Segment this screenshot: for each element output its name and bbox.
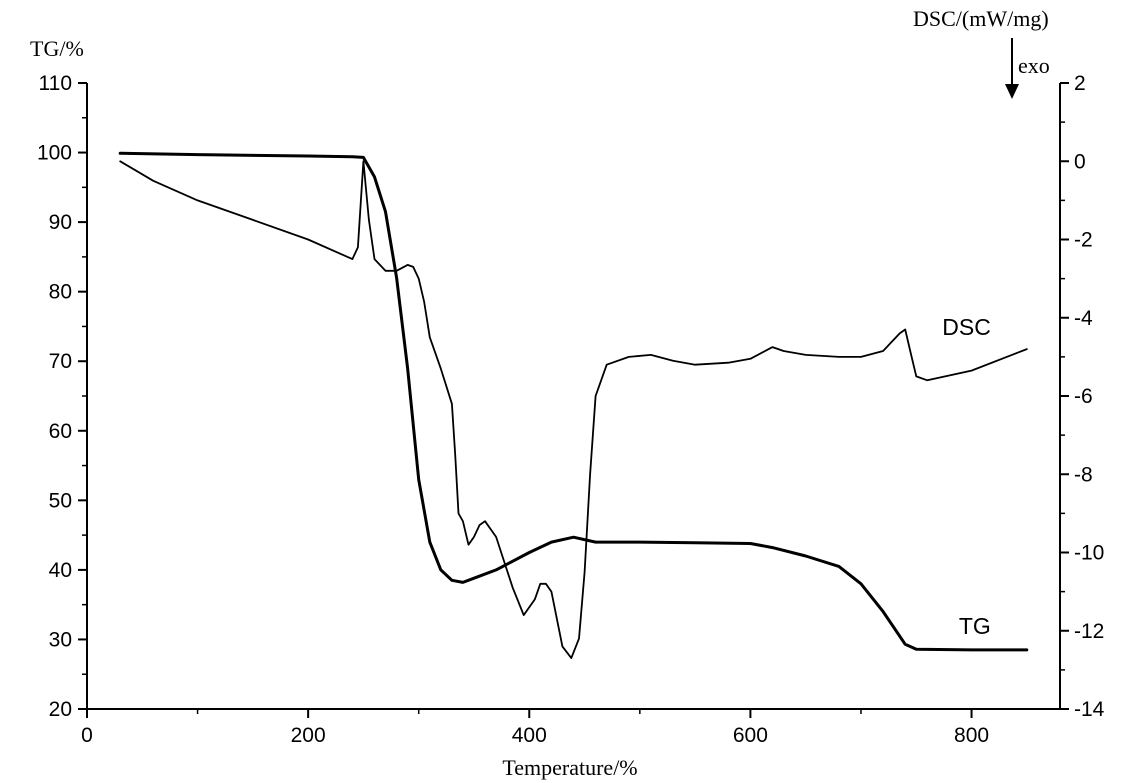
y-left-tick-label: 80 <box>49 281 72 304</box>
y-left-tick-label: 100 <box>37 142 72 165</box>
axes <box>86 83 1061 710</box>
tg-series-label: TG <box>959 613 991 639</box>
y-left-tick-label: 50 <box>49 489 72 512</box>
y-right-tick-label: 0 <box>1074 150 1086 173</box>
dsc-series-line <box>119 160 1028 659</box>
series-layer: TG DSC <box>118 151 1029 659</box>
y-left-tick-label: 110 <box>39 72 72 95</box>
y-right-tick-label: 2 <box>1074 72 1086 95</box>
exo-arrow-icon <box>1005 38 1019 99</box>
x-axis-title: Temperature/% <box>502 755 637 780</box>
y-right-tick-label: -6 <box>1074 385 1093 408</box>
y-right-tick-label: -12 <box>1074 620 1104 643</box>
tg-series-line <box>118 151 1029 652</box>
x-tick-label: 200 <box>291 724 326 747</box>
y-left-axis-ticks: 20 30 40 50 60 70 80 90 100 110 <box>37 72 87 721</box>
x-tick-label: 800 <box>954 724 989 747</box>
y-left-tick-label: 30 <box>49 628 72 651</box>
y-left-tick-label: 70 <box>49 350 72 373</box>
x-axis-ticks: 0 200 400 600 800 <box>81 709 989 747</box>
exo-label: exo <box>1018 53 1050 78</box>
y-left-axis-title: TG/% <box>30 36 84 61</box>
dsc-series-label: DSC <box>942 314 991 340</box>
y-left-tick-label: 40 <box>49 559 72 582</box>
x-tick-label: 600 <box>733 724 768 747</box>
y-right-tick-label: -10 <box>1074 542 1104 565</box>
x-tick-label: 0 <box>81 724 93 747</box>
y-right-axis-ticks: -14 -12 -10 -8 -6 -4 -2 0 2 <box>1060 72 1105 721</box>
y-right-tick-label: -8 <box>1074 463 1093 486</box>
y-right-tick-label: -4 <box>1074 307 1093 330</box>
y-left-tick-label: 20 <box>49 698 72 721</box>
y-right-axis-title: DSC/(mW/mg) <box>913 6 1049 31</box>
y-left-tick-label: 60 <box>49 420 72 443</box>
x-tick-label: 400 <box>512 724 547 747</box>
y-right-tick-label: -2 <box>1074 229 1093 252</box>
y-right-tick-label: -14 <box>1074 698 1105 721</box>
y-left-tick-label: 90 <box>49 211 72 234</box>
